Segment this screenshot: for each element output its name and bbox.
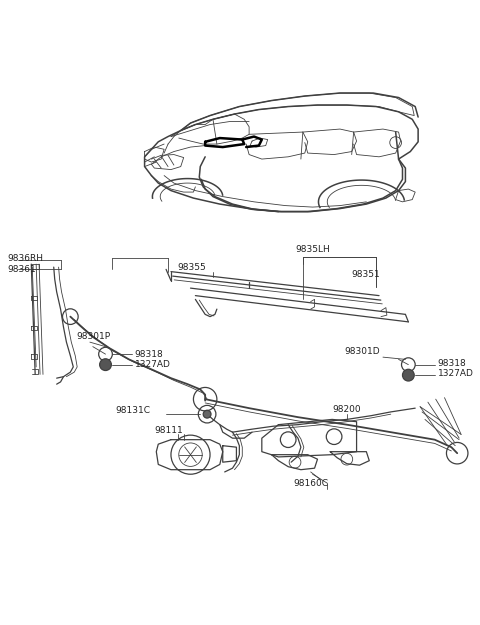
Text: 1327AD: 1327AD — [135, 360, 171, 369]
Text: 98301D: 98301D — [344, 348, 380, 356]
Text: 98361: 98361 — [8, 265, 36, 274]
Text: 98200: 98200 — [332, 405, 361, 414]
Text: 1327AD: 1327AD — [438, 369, 474, 378]
Text: 98355: 98355 — [178, 262, 206, 272]
Text: 98351: 98351 — [352, 270, 381, 279]
Circle shape — [403, 369, 414, 381]
Text: 98301P: 98301P — [76, 332, 110, 341]
Text: 9835LH: 9835LH — [295, 244, 330, 254]
Text: 98318: 98318 — [135, 349, 164, 359]
Text: 98318: 98318 — [438, 359, 467, 368]
Text: 98131C: 98131C — [115, 406, 150, 415]
Text: 98160C: 98160C — [293, 479, 328, 488]
Text: 98111: 98111 — [155, 426, 183, 435]
Circle shape — [100, 359, 111, 371]
Circle shape — [203, 410, 211, 418]
Text: 9836RH: 9836RH — [8, 254, 44, 262]
